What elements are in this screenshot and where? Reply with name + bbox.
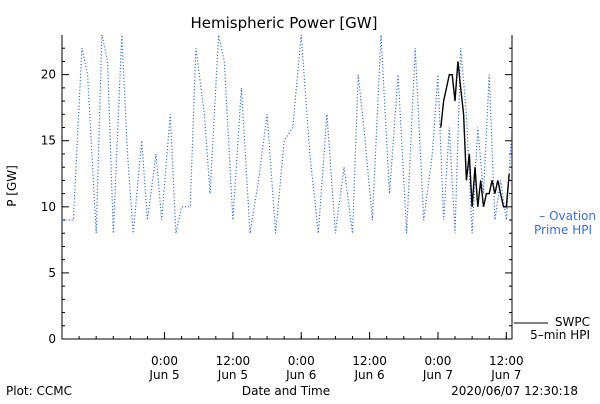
series-line-ovation-prime [62, 35, 512, 234]
x-tick-label: 12:00 [352, 354, 387, 368]
x-tick-date-label: Jun 7 [490, 368, 521, 382]
x-tick-label: 0:00 [424, 354, 451, 368]
y-axis-label: P [GW] [5, 165, 19, 207]
legend-ovation-label-line2: Prime HPI [534, 223, 592, 237]
y-tick-label: 15 [41, 134, 56, 148]
series-layer [62, 35, 512, 234]
y-tick-label: 20 [41, 68, 56, 82]
legend-swpc-label-line2: 5–min HPI [530, 328, 590, 342]
plot-frame [61, 35, 513, 340]
y-tick-label: 10 [41, 200, 56, 214]
x-tick-date-label: Jun 5 [148, 368, 179, 382]
x-tick-label: 0:00 [288, 354, 315, 368]
x-tick-date-label: Jun 6 [353, 368, 384, 382]
chart-title: Hemispheric Power [GW] [191, 14, 378, 32]
y-tick-label: 5 [48, 266, 56, 280]
series-line-swpc [440, 61, 510, 208]
legend-swpc-label: SWPC [555, 315, 590, 329]
x-tick-label: 12:00 [489, 354, 524, 368]
legend-ovation-label: – Ovation [539, 209, 596, 223]
x-tick-date-label: Jun 6 [285, 368, 316, 382]
y-tick-label: 0 [48, 332, 56, 346]
footer-plot-credit: Plot: CCMC [6, 384, 72, 398]
x-tick-label: 0:00 [151, 354, 178, 368]
x-tick-date-label: Jun 5 [217, 368, 248, 382]
x-axis-label: Date and Time [242, 384, 330, 398]
x-tick-date-label: Jun 7 [422, 368, 453, 382]
footer-timestamp: 2020/06/07 12:30:18 [451, 384, 578, 398]
x-tick-label: 12:00 [216, 354, 251, 368]
